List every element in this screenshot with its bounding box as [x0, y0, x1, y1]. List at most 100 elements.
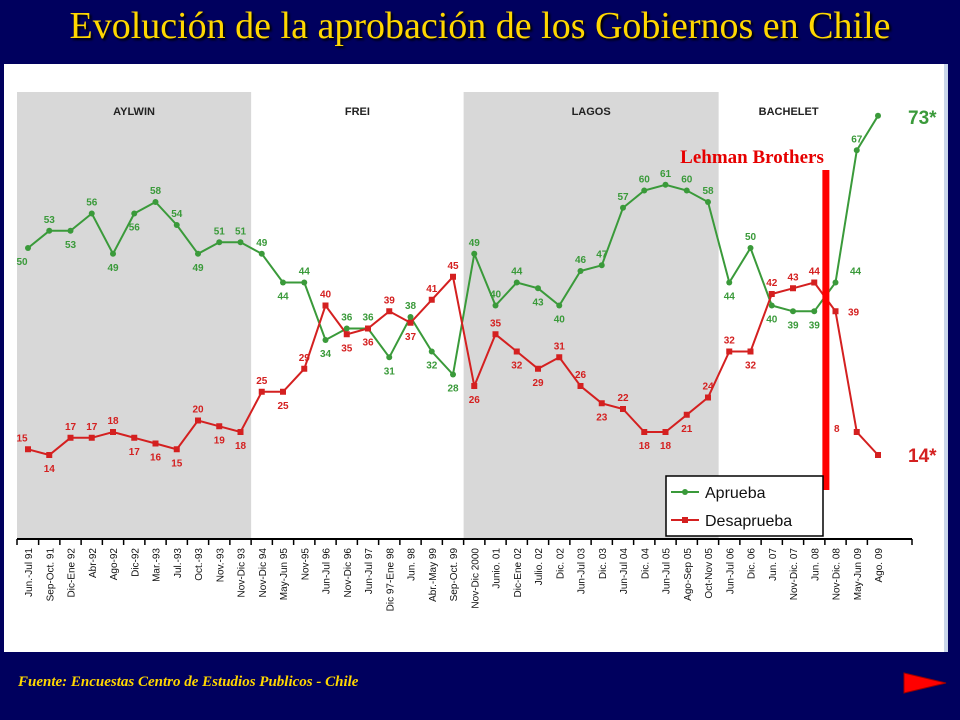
x-tick-label: Jun. 98 — [407, 548, 418, 581]
data-label-aprueba: 28 — [447, 384, 459, 395]
data-label-desaprueba: 36 — [362, 338, 374, 349]
data-labels: 50 53 53 56 49 56 58 54 49 51 51 49 44 44 34 36 36 31 38 32… — [16, 108, 937, 475]
band-aylwin — [17, 92, 252, 538]
data-point-aprueba — [407, 314, 414, 320]
data-point-desaprueba — [195, 417, 201, 424]
x-tick-label: Dic. 02 — [555, 548, 566, 580]
data-label-desaprueba: 26 — [469, 395, 481, 406]
data-label-desaprueba: 29 — [299, 353, 311, 364]
x-tick-label: Dic-Ene 02 — [513, 548, 524, 598]
data-point-desaprueba — [832, 308, 839, 315]
x-tick-label: Nov-Dic. 07 — [789, 548, 800, 601]
band-lagos — [463, 92, 719, 538]
data-label-aprueba: 40 — [490, 290, 502, 301]
data-point-aprueba — [747, 245, 754, 251]
data-label-desaprueba: 15 — [16, 433, 28, 444]
x-tick-label: Jun. 08 — [810, 548, 821, 581]
data-point-desaprueba — [46, 452, 53, 458]
data-point-desaprueba — [662, 429, 669, 435]
data-point-aprueba — [832, 279, 839, 286]
x-tick-label: Nov-95 — [300, 548, 311, 581]
data-label-desaprueba: 39 — [848, 307, 860, 318]
x-tick-label: Nov-Dic 93 — [237, 548, 248, 598]
data-label-aprueba: 32 — [426, 361, 438, 372]
data-label-aprueba: 58 — [150, 186, 162, 197]
data-label-aprueba: 56 — [129, 223, 141, 234]
data-label-aprueba: 36 — [341, 313, 353, 324]
right-arrow-icon[interactable] — [902, 670, 948, 696]
x-tick-label: Ago-92 — [109, 548, 120, 581]
x-tick-label: Jun-Jul 06 — [725, 548, 736, 595]
data-point-aprueba — [343, 325, 350, 332]
data-point-aprueba — [25, 245, 31, 251]
data-label-desaprueba: 42 — [766, 278, 778, 289]
data-label-aprueba: 49 — [256, 238, 268, 249]
data-point-desaprueba — [726, 348, 733, 355]
data-point-desaprueba — [450, 273, 456, 280]
x-tick-label: Dic. 04 — [640, 548, 651, 580]
legend-approve-marker — [682, 489, 688, 495]
data-point-desaprueba — [747, 348, 754, 355]
data-label-desaprueba: 45 — [447, 261, 459, 272]
data-point-desaprueba — [641, 429, 648, 435]
data-point-aprueba — [450, 371, 456, 378]
data-label-aprueba: 50 — [16, 257, 28, 268]
x-tick-label: Dic. 03 — [598, 548, 609, 580]
data-label-desaprueba: 40 — [320, 290, 332, 301]
data-label-desaprueba: 41 — [426, 284, 438, 295]
x-tick-label: Jul.-93 — [173, 548, 184, 578]
data-point-desaprueba — [301, 365, 308, 372]
data-point-aprueba — [152, 199, 159, 205]
legend-disapprove-marker — [682, 517, 688, 523]
data-label-aprueba: 67 — [851, 134, 863, 145]
data-point-desaprueba — [598, 400, 605, 407]
data-label-desaprueba: 19 — [214, 435, 226, 446]
data-label-aprueba: 31 — [384, 366, 396, 377]
data-label-desaprueba: 24 — [702, 382, 714, 393]
data-label-desaprueba: 18 — [660, 441, 672, 452]
period-label-frei: FREI — [345, 106, 370, 118]
data-label-desaprueba: 18 — [107, 416, 119, 427]
data-point-aprueba — [620, 204, 626, 211]
x-tick-label: Jun-Jul 05 — [662, 548, 673, 595]
data-label-desaprueba: 35 — [341, 343, 353, 354]
data-label-desaprueba: 17 — [86, 422, 98, 433]
data-label-desaprueba: 25 — [256, 376, 268, 387]
data-point-aprueba — [790, 308, 796, 315]
period-label-aylwin: AYLWIN — [113, 106, 155, 118]
data-label-desaprueba: 32 — [511, 361, 523, 372]
data-point-desaprueba — [577, 383, 584, 389]
data-label-desaprueba: 37 — [405, 332, 417, 343]
data-label-aprueba: 53 — [65, 240, 77, 251]
data-point-desaprueba — [152, 440, 159, 447]
data-point-aprueba — [216, 239, 223, 246]
x-tick-label: Jun-Jul 03 — [577, 548, 588, 595]
data-point-desaprueba — [492, 331, 499, 338]
x-tick-label: Ago-Sep 05 — [683, 548, 694, 601]
data-label-aprueba: 44 — [724, 292, 736, 303]
x-tick-label: Nov-Dic. 08 — [832, 548, 843, 601]
page-title: Evolución de la aprobación de los Gobier… — [69, 5, 891, 47]
data-point-aprueba — [237, 239, 244, 246]
data-point-aprueba — [683, 187, 690, 194]
data-point-desaprueba — [67, 434, 74, 441]
data-label-aprueba: 40 — [766, 315, 778, 326]
x-tick-label: Jun-Jul 04 — [619, 548, 630, 595]
data-label-aprueba: 44 — [299, 267, 311, 278]
presidency-bands — [17, 92, 719, 538]
data-label-aprueba: 49 — [192, 263, 204, 274]
presidency-labels: AYLWIN FREI LAGOS BACHELET — [113, 106, 819, 118]
x-tick-label: Nov-Dic 96 — [343, 548, 354, 598]
data-label-desaprueba: 35 — [490, 318, 502, 329]
data-point-aprueba — [513, 279, 520, 286]
x-tick-label: Jun.-Jul 91 — [24, 548, 35, 597]
data-point-desaprueba — [875, 452, 881, 458]
data-point-desaprueba — [811, 279, 818, 286]
data-point-aprueba — [173, 222, 180, 228]
data-point-aprueba — [726, 279, 733, 286]
data-point-aprueba — [46, 227, 53, 234]
source-note: Fuente: Encuestas Centro de Estudios Pub… — [18, 674, 359, 690]
data-label-aprueba: 50 — [745, 232, 757, 243]
data-label-aprueba: 36 — [362, 313, 374, 324]
